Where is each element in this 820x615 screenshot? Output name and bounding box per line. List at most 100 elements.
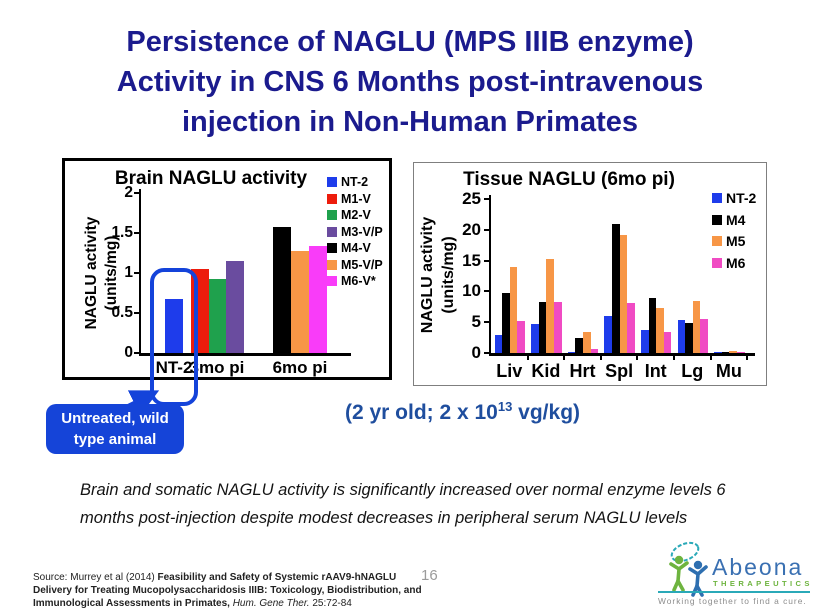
chart2-ytick-mark (484, 259, 491, 262)
chart2-bar-M6-Spl (627, 303, 635, 353)
chart1-ytick-1.5: 1.5 (111, 224, 133, 241)
chart1-legend-NT-2: NT-2 (327, 175, 368, 189)
chart2-ytick-mark (484, 228, 491, 231)
chart2-ytick-25: 25 (462, 189, 481, 208)
chart1-ytick-mark (134, 312, 141, 314)
chart2-xcat-Lg: Lg (681, 361, 704, 381)
chart1-legend-swatch (327, 259, 337, 270)
chart1-bar-M4-V (273, 226, 291, 353)
chart2-bar-M4-Int (648, 297, 657, 353)
chart2-bar-M4-Mu (721, 351, 730, 353)
dose-note-text: (2 yr old; 2 x 10 (344, 401, 498, 424)
chart1-legend-swatch (327, 177, 337, 187)
chart1-ytick-2: 2 (124, 184, 133, 201)
chart2-xcat-Kid: Kid (531, 361, 561, 381)
chart1-ytick-mark (134, 232, 141, 234)
chart2-legend-M6: M6 (712, 255, 745, 271)
chart2-ytick-0: 0 (471, 343, 481, 362)
source-citation: Source: Murrey et al (2014) Feasibility … (33, 571, 433, 610)
chart1-bar-NT-2 (165, 298, 183, 353)
chart2-bar-M6-Hrt (590, 348, 599, 353)
source-prefix: Source: Murrey et al (2014) (33, 572, 158, 583)
chart1-ytick-0.5: 0.5 (111, 304, 133, 321)
logo-sub-text: THERAPEUTICS (713, 579, 813, 588)
chart2-bar-M6-Lg (700, 319, 708, 353)
chart2-xtick-mark (673, 355, 675, 360)
abeona-logo: Abeona THERAPEUTICS Working together to … (654, 539, 814, 613)
chart2-ytick-mark (484, 290, 491, 293)
chart2-ytick-mark (484, 321, 491, 324)
chart1-xcat-6mo pi: 6mo pi (272, 358, 328, 377)
chart2-legend-M5: M5 (712, 233, 745, 249)
callout-untreated: Untreated, wild type animal (46, 404, 184, 454)
chart2-bar-M6-Kid (554, 302, 562, 353)
chart2-y-axis (489, 195, 491, 353)
chart2-xcat-Mu: Mu (715, 361, 742, 381)
chart2-title: Tissue NAGLU (6mo pi) (463, 169, 675, 190)
chart2-bar-NT-2-Hrt (567, 351, 576, 353)
logo-figure-blue-icon (688, 560, 708, 597)
chart1-ytick-mark (134, 352, 141, 354)
chart2-ytick-mark (484, 352, 491, 354)
chart1-xcat-3mo pi: 3mo pi (189, 358, 245, 377)
chart1-xcat-NT-2: NT-2 (155, 358, 193, 377)
chart2-xtick-mark (599, 355, 602, 360)
chart1-legend-label: M2-V (341, 208, 371, 222)
chart1-x-axis (139, 353, 351, 356)
chart1-ytick-1: 1 (124, 264, 133, 281)
chart1-bar-M6-V* (309, 245, 327, 353)
chart1-legend-label: NT-2 (341, 175, 369, 189)
logo-swirl-icon (670, 541, 700, 563)
chart2-bar-NT-2-Spl (604, 316, 612, 353)
chart2-bar-M6-Mu (737, 351, 745, 353)
summary-text: Brain and somatic NAGLU activity is sign… (80, 481, 726, 528)
chart1-bar-M5-V/P (291, 250, 309, 353)
chart1-legend-M4-V: M4-V (327, 241, 371, 255)
chart1-legend-swatch (327, 193, 337, 204)
chart1-legend-label: M3-V/P (341, 224, 383, 239)
source-pages: 25:72-84 (309, 598, 352, 609)
chart2-xtick-mark (709, 355, 712, 360)
chart1-legend-M2-V: M2-V (327, 208, 371, 222)
chart2-bar-M6-Liv (517, 320, 525, 353)
chart1-legend-M6-V*: M6-V* (327, 274, 376, 288)
chart2-bar-M5-Liv (509, 266, 518, 353)
tissue-naglu-chart: Tissue NAGLU (6mo pi) NAGLU activity (unit… (413, 162, 767, 386)
chart2-legend-label: NT-2 (726, 190, 757, 206)
chart2-ytick-20: 20 (462, 219, 481, 239)
chart2-bar-M5-Hrt (583, 332, 591, 353)
chart1-legend-label: M1-V (341, 191, 371, 206)
chart2-xtick-mark (526, 355, 529, 360)
chart1-bar-M2-V (209, 279, 227, 353)
chart2-xcat-Hrt: Hrt (569, 361, 596, 381)
chart2-legend-NT-2: NT-2 (712, 190, 756, 206)
chart2-legend-label: M4 (726, 211, 746, 228)
dose-note-superscript: 13 (497, 399, 513, 414)
chart2-xtick-mark (636, 355, 639, 360)
chart1-title: Brain NAGLU activity (114, 168, 308, 189)
chart2-legend-M4: M4 (712, 212, 745, 228)
chart2-bar-NT-2-Int (641, 330, 649, 353)
chart1-legend-label: M4-V (341, 241, 371, 255)
chart2-bar-M5-Spl (619, 234, 628, 353)
chart2-xtick-mark (746, 355, 749, 360)
chart2-bar-NT-2-Kid (531, 324, 539, 353)
chart1-ytick-mark (134, 272, 141, 274)
chart1-ytick-mark (134, 192, 141, 194)
chart2-xcat-Liv: Liv (496, 361, 523, 381)
chart2-legend-swatch (712, 236, 722, 246)
slide-title-line-3: injection in Non-Human Primates (182, 106, 638, 138)
chart2-bar-NT-2-Mu (714, 352, 722, 353)
chart1-legend-label: M6-V* (341, 274, 376, 288)
callout-line-1: Untreated, wild (61, 410, 169, 427)
chart2-legend-swatch (712, 193, 722, 203)
source-article-title: Feasibility and Safety of Systemic rAAV9… (33, 572, 422, 609)
chart2-ytick-15: 15 (462, 250, 481, 270)
chart2-bar-M4-Lg (685, 323, 693, 353)
chart2-ytick-10: 10 (462, 281, 481, 301)
source-journal: Hum. Gene Ther. (232, 598, 310, 609)
chart1-legend-M1-V: M1-V (327, 192, 371, 206)
abeona-logo-icon: Abeona THERAPEUTICS Working together to … (658, 541, 813, 606)
chart2-legend-label: M6 (726, 254, 746, 271)
